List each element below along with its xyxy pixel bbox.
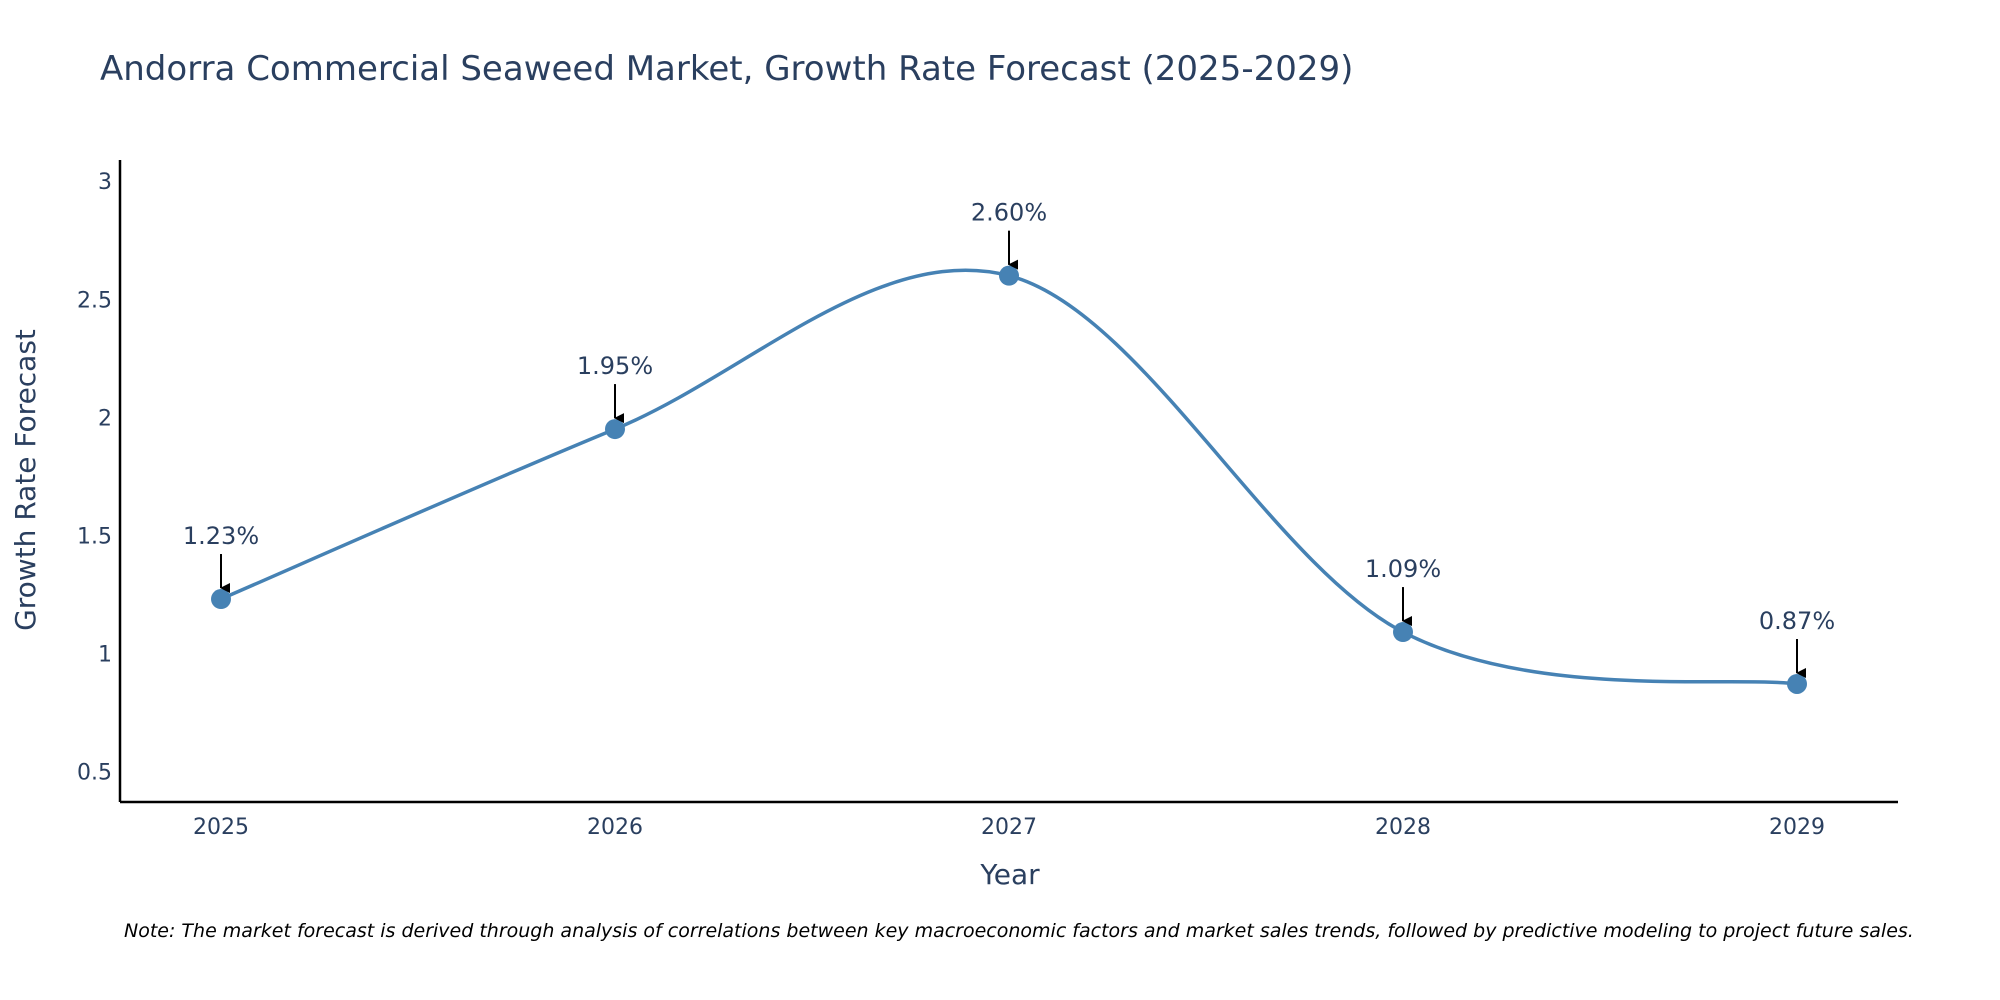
series-line — [220, 268, 1798, 686]
footnote: Note: The market forecast is derived thr… — [124, 920, 1914, 942]
data-point — [1393, 622, 1413, 643]
x-axis-ticks: 2025 2026 2027 2028 2029 — [193, 815, 1825, 840]
data-point — [211, 589, 231, 610]
data-label: 0.87% — [1759, 607, 1835, 635]
y-tick-label: 2 — [98, 406, 112, 431]
data-point — [999, 265, 1019, 286]
x-tick-label: 2025 — [193, 815, 249, 840]
data-point — [605, 419, 625, 440]
data-point — [1787, 673, 1807, 694]
y-axis-ticks: 0.5 1 1.5 2 2.5 3 — [77, 170, 112, 785]
x-tick-label: 2029 — [1769, 815, 1825, 840]
x-tick-label: 2026 — [587, 815, 643, 840]
x-tick-label: 2027 — [981, 815, 1037, 840]
x-axis-title: Year — [979, 858, 1040, 891]
y-tick-label: 2.5 — [77, 288, 112, 313]
y-axis-title: Growth Rate Forecast — [9, 329, 42, 631]
y-tick-label: 1.5 — [77, 524, 112, 549]
data-label: 1.09% — [1365, 555, 1441, 583]
chart-title: Andorra Commercial Seaweed Market, Growt… — [100, 49, 1353, 89]
data-points — [211, 265, 1807, 694]
data-annotations: 1.23% 1.95% 2.60% 1.09% 0.87% — [183, 199, 1835, 678]
data-label: 2.60% — [971, 199, 1047, 227]
x-tick-label: 2028 — [1375, 815, 1431, 840]
y-tick-label: 1 — [98, 642, 112, 667]
y-tick-label: 3 — [98, 170, 112, 195]
y-tick-label: 0.5 — [77, 760, 112, 785]
data-label: 1.95% — [577, 352, 653, 380]
data-label: 1.23% — [183, 522, 259, 550]
